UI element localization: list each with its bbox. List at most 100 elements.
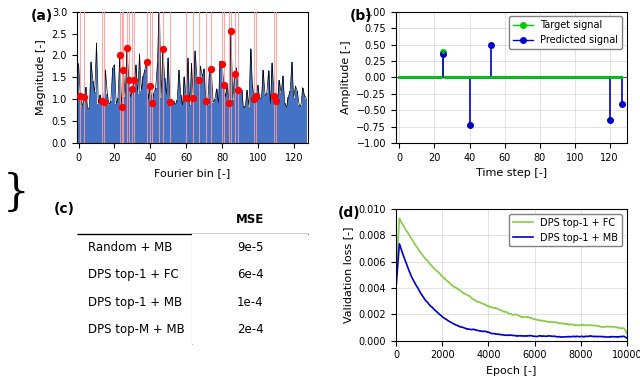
Point: [406, 74, 417, 80]
Point: [506, 74, 516, 80]
Point: [226, 27, 236, 34]
Point: [485, 42, 495, 48]
Point: [413, 74, 424, 80]
Point: [410, 74, 420, 80]
Point: [482, 74, 492, 80]
Bar: [253, 99, 255, 143]
Point: [415, 74, 426, 80]
Point: [408, 74, 419, 80]
Point: [436, 74, 447, 80]
Point: [512, 74, 522, 80]
Bar: [241, 90, 243, 143]
Point: [612, 74, 622, 80]
Point: [436, 74, 447, 80]
Point: [141, 58, 152, 65]
Point: [201, 98, 211, 104]
Point: [485, 74, 495, 80]
Point: [442, 74, 452, 80]
Point: [477, 74, 487, 80]
Point: [532, 74, 543, 80]
Point: [552, 74, 563, 80]
Point: [566, 74, 576, 80]
Point: [473, 74, 483, 80]
Y-axis label: Magnitude [-]: Magnitude [-]: [36, 39, 46, 115]
Point: [76, 93, 86, 99]
Bar: [86, 108, 88, 143]
Point: [426, 74, 436, 80]
Point: [550, 74, 561, 80]
Point: [472, 74, 482, 80]
Bar: [218, 103, 220, 143]
Bar: [276, 100, 278, 143]
Point: [592, 74, 602, 80]
Point: [472, 74, 482, 80]
Point: [420, 74, 431, 80]
Text: (c): (c): [54, 202, 75, 216]
Point: [505, 74, 515, 80]
Bar: [278, 80, 280, 143]
Bar: [117, 98, 119, 143]
Point: [426, 74, 436, 80]
Point: [591, 74, 601, 80]
Line: DPS top-1 + FC: DPS top-1 + FC: [396, 218, 627, 334]
Point: [580, 74, 590, 80]
Point: [596, 74, 606, 80]
Point: [484, 74, 494, 80]
Point: [605, 74, 615, 80]
Point: [591, 74, 601, 80]
Point: [452, 74, 462, 80]
Point: [401, 74, 412, 80]
Point: [520, 74, 531, 80]
Point: [491, 74, 501, 80]
Point: [251, 92, 261, 99]
Point: [589, 74, 599, 80]
Point: [615, 74, 625, 80]
Point: [99, 99, 109, 105]
Point: [541, 74, 552, 80]
Point: [531, 74, 541, 80]
Point: [165, 99, 175, 105]
Point: [579, 74, 589, 80]
DPS top-1 + FC: [581, 323, 589, 328]
Bar: [275, 101, 276, 143]
Point: [499, 74, 509, 80]
Point: [417, 74, 428, 80]
Y-axis label: Amplitude [-]: Amplitude [-]: [341, 41, 351, 114]
DPS top-1 + FC: [596, 324, 604, 329]
Point: [550, 74, 561, 80]
Bar: [264, 95, 266, 143]
Point: [435, 74, 445, 80]
Point: [524, 74, 534, 80]
Bar: [221, 63, 223, 143]
Point: [543, 74, 554, 80]
Point: [129, 77, 140, 83]
Point: [447, 74, 457, 80]
Point: [572, 74, 582, 80]
Point: [219, 82, 229, 88]
Point: [124, 77, 134, 84]
Point: [468, 74, 478, 80]
Point: [406, 74, 417, 80]
Bar: [189, 106, 191, 143]
Point: [605, 117, 615, 123]
Point: [394, 74, 404, 80]
Bar: [205, 101, 207, 143]
Point: [587, 74, 597, 80]
Point: [145, 83, 156, 89]
Bar: [296, 91, 298, 143]
Line: DPS top-1 + MB: DPS top-1 + MB: [396, 244, 627, 338]
DPS top-1 + MB: [596, 334, 604, 339]
Bar: [139, 54, 140, 143]
Point: [417, 74, 428, 80]
Bar: [214, 99, 216, 143]
Point: [399, 74, 410, 80]
Point: [538, 74, 548, 80]
Point: [610, 74, 620, 80]
Point: [475, 74, 485, 80]
Bar: [126, 48, 128, 143]
Point: [470, 74, 480, 80]
Bar: [173, 101, 175, 143]
Bar: [137, 94, 139, 143]
Point: [217, 60, 227, 67]
Point: [525, 74, 536, 80]
